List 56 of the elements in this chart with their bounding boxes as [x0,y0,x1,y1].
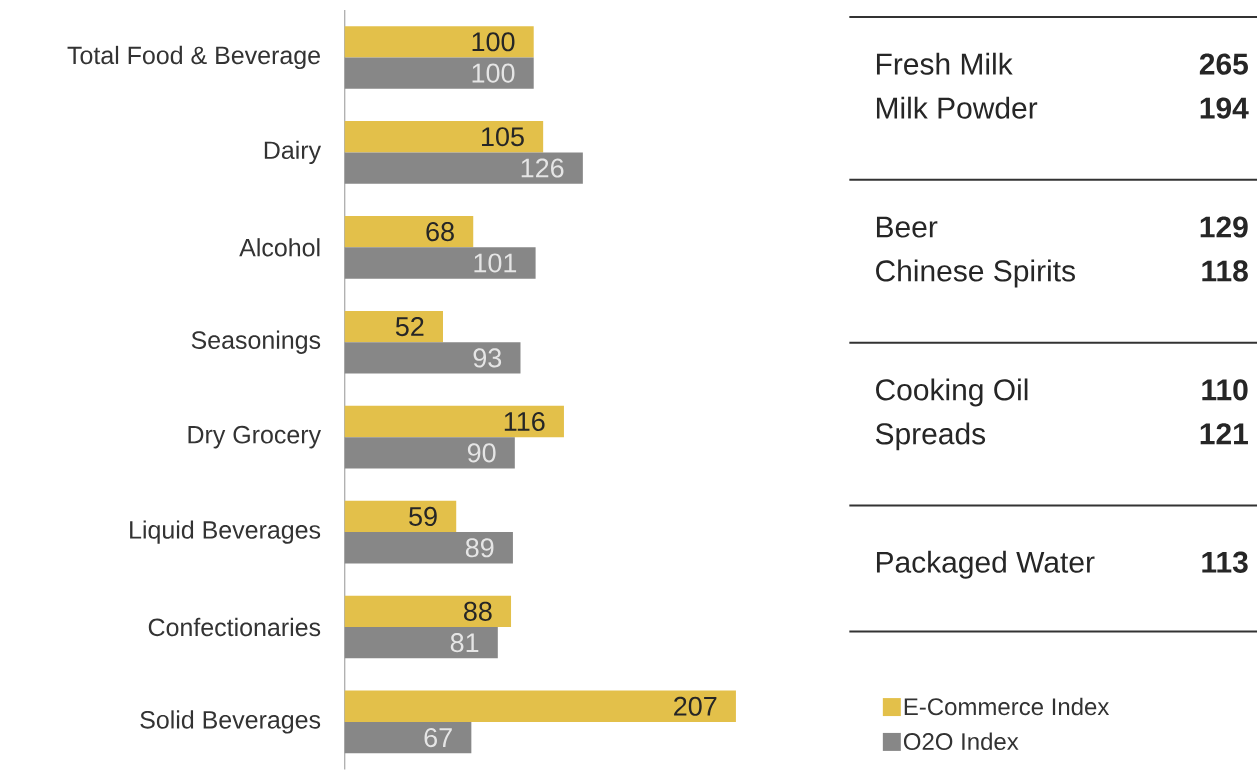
data-label: 194 [1200,97,1249,119]
bar [344,690,736,722]
y-tick-label: Alcohol [239,237,320,257]
legend-label: E-Commerce Index [904,697,1110,716]
data-label: 88 [464,601,492,621]
bar [344,500,457,532]
data-label: 129 [1200,216,1248,238]
data-label: 110 [1202,379,1248,401]
y-tick-label: Liquid Beverages [130,520,321,544]
y-tick-label: Confectionaries [148,617,321,637]
bar [344,247,536,279]
data-label: 93 [473,348,502,368]
bar [344,436,515,469]
y-tick-label: Dry Grocery [188,425,322,449]
data-label: 126 [521,158,564,178]
data-label: 89 [465,538,494,558]
y-tick-label: Total Food & Beverage [67,45,320,69]
y-tick-label: Dairy [264,140,322,164]
bar [344,215,474,248]
legend-label: O2O Index [903,732,1019,750]
bar [344,57,534,89]
bar [344,721,472,754]
bar [344,120,544,153]
bar [344,342,521,374]
data-label: 265 [1199,53,1248,75]
data-label: 90 [467,443,496,463]
data-label: 59 [409,506,437,526]
category-label: Cooking Oil [876,378,1028,407]
data-label: 105 [482,126,524,147]
data-label: 52 [395,316,424,336]
data-label: 116 [504,411,545,431]
data-label: 207 [674,696,717,716]
data-label: 68 [426,221,454,242]
category-label: Spreads [875,422,986,451]
y-tick-label: Solid Beverages [140,710,321,734]
data-label: 81 [450,632,479,653]
category-label: Fresh Milk [876,52,1013,75]
data-label: 101 [474,253,517,273]
data-label: 113 [1202,551,1248,573]
bar [344,595,512,627]
data-label: 100 [472,63,515,83]
category-label: Beer [876,216,938,238]
data-label: 118 [1202,260,1248,282]
bar [344,405,564,437]
bar [344,626,498,659]
category-label: Chinese Spirits [876,259,1075,288]
category-label: Packaged Water [876,550,1095,579]
bar [344,531,513,564]
bar [344,310,443,343]
y-tick-label: Seasonings [191,330,321,354]
data-label: 67 [424,727,452,747]
data-label: 100 [472,32,515,52]
data-label: 121 [1200,423,1248,444]
category-label: Milk Powder [876,96,1038,119]
bar [344,152,583,184]
bar [344,25,534,58]
